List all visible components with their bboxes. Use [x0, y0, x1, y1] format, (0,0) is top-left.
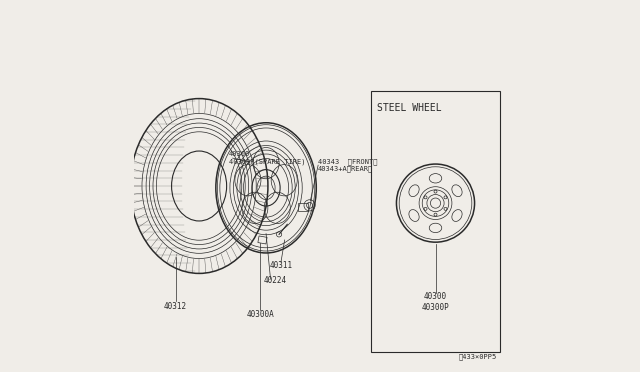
Text: 40224: 40224: [264, 276, 287, 285]
Text: 40300A: 40300A: [246, 310, 275, 319]
Text: STEEL WHEEL: STEEL WHEEL: [377, 103, 442, 113]
Text: 40312: 40312: [164, 302, 188, 311]
Bar: [371, 91, 500, 352]
Text: ᐳ433×0PP5: ᐳ433×0PP5: [458, 354, 497, 360]
Text: 40300P(SPARE TIRE): 40300P(SPARE TIRE): [229, 158, 305, 165]
Text: 40311: 40311: [269, 262, 292, 270]
Bar: [258, 236, 267, 244]
Text: 40343  （FRONT）: 40343 （FRONT）: [318, 158, 378, 165]
Text: 40343+A（REAR）: 40343+A（REAR）: [318, 165, 373, 172]
Bar: [298, 203, 308, 211]
Text: 40300: 40300: [229, 151, 250, 157]
Text: 40300
40300P: 40300 40300P: [422, 292, 449, 312]
